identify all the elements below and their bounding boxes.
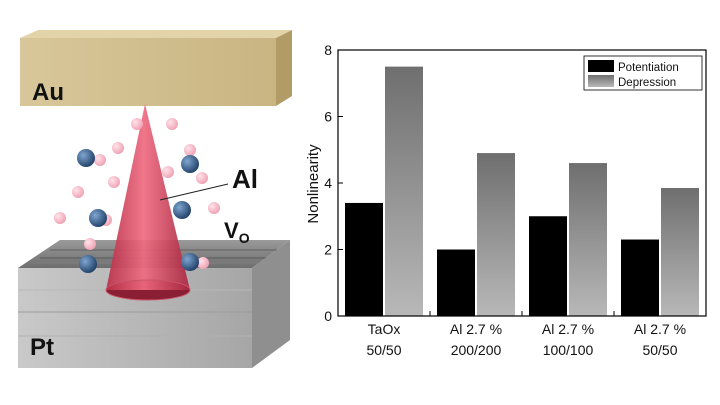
al-filament-cone [105, 104, 191, 301]
legend-swatch-depression [588, 75, 614, 87]
legend-label-potentiation: Potentiation [618, 62, 679, 74]
vo-label: VO [224, 218, 250, 246]
au-label: Au [32, 79, 64, 106]
legend-label-depression: Depression [618, 77, 676, 89]
x-tick-label-line1: Al 2.7 % [634, 321, 686, 337]
legend-swatch-potentiation [588, 60, 614, 72]
al-ion-particles [77, 149, 199, 273]
y-tick-label: 0 [324, 308, 332, 324]
bar-potentiation-2 [437, 249, 475, 316]
x-tick-label-line1: TaOx [368, 321, 401, 337]
x-tick-label-line2: 50/50 [642, 342, 677, 358]
y-tick-label: 8 [324, 42, 332, 58]
bar-depression-2 [477, 153, 515, 316]
bar-potentiation-4 [621, 239, 659, 316]
x-tick-label-line1: Al 2.7 % [450, 321, 502, 337]
bar-potentiation-3 [529, 216, 567, 316]
vo-main: V [224, 218, 239, 243]
x-tick-label-line1: Al 2.7 % [542, 321, 594, 337]
y-axis-label: Nonlinearity [305, 144, 322, 224]
pt-label: Pt [30, 334, 54, 361]
x-tick-label-line2: 200/200 [451, 342, 502, 358]
memristor-schematic: Au Pt [18, 30, 292, 368]
bar-potentiation-1 [345, 202, 383, 316]
al-label: Al [232, 164, 258, 194]
x-tick-label-line2: 50/50 [366, 342, 401, 358]
bar-depression-3 [569, 163, 607, 316]
plot-area: TaOx 50/50 Al 2.7 % 200/200 Al 2.7 % 100/100 A… [324, 42, 707, 358]
vo-subscript: O [239, 230, 250, 246]
y-tick-label: 6 [324, 109, 332, 125]
au-electrode [20, 30, 292, 106]
y-tick-label: 2 [324, 242, 332, 258]
y-tick-label: 4 [324, 175, 332, 191]
x-tick-label-line2: 100/100 [543, 342, 594, 358]
bar-depression-4 [661, 187, 699, 316]
bar-depression-1 [385, 66, 423, 316]
vacancy-particles [54, 118, 220, 269]
al-pointer-line [159, 183, 229, 201]
